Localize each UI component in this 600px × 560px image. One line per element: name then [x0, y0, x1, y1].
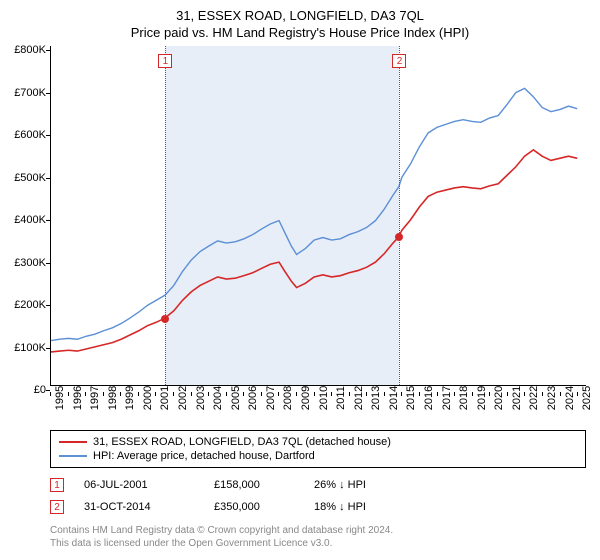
sale-marker-1: 1 — [50, 478, 64, 492]
x-tick-label: 2012 — [353, 386, 365, 410]
plot-svg — [51, 46, 586, 385]
x-tick-label: 2021 — [511, 386, 523, 410]
x-tick-label: 2024 — [564, 386, 576, 410]
x-tick-label: 2003 — [195, 386, 207, 410]
x-tick-label: 2025 — [581, 386, 593, 410]
x-tick-label: 2023 — [546, 386, 558, 410]
legend-row: 31, ESSEX ROAD, LONGFIELD, DA3 7QL (deta… — [59, 435, 577, 449]
x-tick-label: 2009 — [300, 386, 312, 410]
y-tick-label: £300K — [14, 257, 46, 269]
legend-row: HPI: Average price, detached house, Dart… — [59, 449, 577, 463]
x-tick-label: 2007 — [265, 386, 277, 410]
sale-vline — [165, 46, 166, 385]
legend-label-hpi: HPI: Average price, detached house, Dart… — [93, 450, 315, 462]
x-tick-label: 2006 — [247, 386, 259, 410]
x-tick-label: 2011 — [335, 386, 347, 410]
x-tick-label: 2019 — [476, 386, 488, 410]
x-tick-label: 1997 — [89, 386, 101, 410]
x-tick-label: 2016 — [423, 386, 435, 410]
x-tick-label: 2000 — [142, 386, 154, 410]
chart-subtitle: Price paid vs. HM Land Registry's House … — [0, 23, 600, 46]
y-tick-label: £500K — [14, 172, 46, 184]
x-tick-label: 1996 — [72, 386, 84, 410]
sale-marker-box: 2 — [392, 54, 406, 68]
sale-hpi-2: 18% ↓ HPI — [314, 501, 394, 513]
series-property — [51, 150, 577, 352]
plot-area: 12 — [50, 46, 586, 386]
y-tick-label: £700K — [14, 87, 46, 99]
x-tick-label: 2018 — [458, 386, 470, 410]
x-tick-label: 2010 — [318, 386, 330, 410]
y-axis: £0£100K£200K£300K£400K£500K£600K£700K£80… — [0, 50, 50, 390]
legend-swatch-property — [59, 441, 87, 443]
sales-table: 1 06-JUL-2001 £158,000 26% ↓ HPI 2 31-OC… — [50, 474, 586, 518]
x-tick-label: 2020 — [493, 386, 505, 410]
footer-line-2: This data is licensed under the Open Gov… — [50, 537, 586, 550]
x-tick-label: 1995 — [54, 386, 66, 410]
x-tick-label: 2017 — [441, 386, 453, 410]
y-tick-label: £400K — [14, 214, 46, 226]
legend-swatch-hpi — [59, 455, 87, 457]
sale-row-2: 2 31-OCT-2014 £350,000 18% ↓ HPI — [50, 496, 586, 518]
sale-vline — [399, 46, 400, 385]
x-tick-label: 2005 — [230, 386, 242, 410]
chart-title: 31, ESSEX ROAD, LONGFIELD, DA3 7QL — [0, 0, 600, 23]
x-tick-label: 2008 — [282, 386, 294, 410]
y-tick-label: £600K — [14, 129, 46, 141]
sale-dot — [161, 315, 169, 323]
x-tick-label: 2015 — [405, 386, 417, 410]
x-tick-label: 2002 — [177, 386, 189, 410]
sale-marker-2: 2 — [50, 500, 64, 514]
sale-row-1: 1 06-JUL-2001 £158,000 26% ↓ HPI — [50, 474, 586, 496]
sale-date-1: 06-JUL-2001 — [84, 479, 194, 491]
chart-container: 31, ESSEX ROAD, LONGFIELD, DA3 7QL Price… — [0, 0, 600, 560]
sale-date-2: 31-OCT-2014 — [84, 501, 194, 513]
sale-price-1: £158,000 — [214, 479, 294, 491]
x-tick-label: 2004 — [212, 386, 224, 410]
sale-price-2: £350,000 — [214, 501, 294, 513]
x-tick-label: 2022 — [528, 386, 540, 410]
y-tick-label: £800K — [14, 44, 46, 56]
footer: Contains HM Land Registry data © Crown c… — [50, 524, 586, 550]
x-tick-label: 2001 — [159, 386, 171, 410]
legend-label-property: 31, ESSEX ROAD, LONGFIELD, DA3 7QL (deta… — [93, 436, 391, 448]
x-tick-label: 2013 — [370, 386, 382, 410]
x-tick-label: 1999 — [124, 386, 136, 410]
x-axis: 1995199619971998199920002001200220032004… — [50, 392, 586, 432]
footer-line-1: Contains HM Land Registry data © Crown c… — [50, 524, 586, 537]
x-tick-label: 2014 — [388, 386, 400, 410]
x-tick-label: 1998 — [107, 386, 119, 410]
y-tick-label: £0 — [34, 384, 46, 396]
legend: 31, ESSEX ROAD, LONGFIELD, DA3 7QL (deta… — [50, 430, 586, 468]
y-tick-label: £100K — [14, 342, 46, 354]
series-hpi — [51, 88, 577, 340]
y-tick-label: £200K — [14, 299, 46, 311]
sale-hpi-1: 26% ↓ HPI — [314, 479, 394, 491]
sale-marker-box: 1 — [158, 54, 172, 68]
sale-dot — [395, 233, 403, 241]
